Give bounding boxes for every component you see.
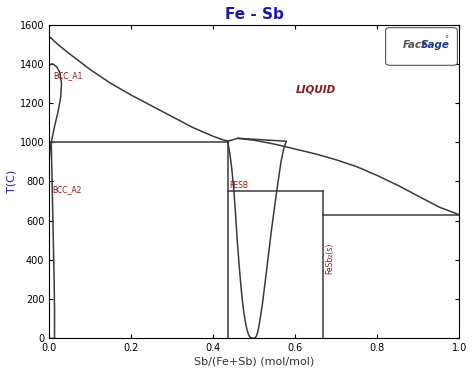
FancyBboxPatch shape [385,28,457,65]
Text: FeSb₂(s): FeSb₂(s) [325,242,334,274]
Text: BCC_A1: BCC_A1 [53,71,82,80]
Y-axis label: T(C): T(C) [7,170,17,193]
Text: Fact: Fact [403,40,427,50]
Text: °: ° [445,35,449,44]
Text: Sage: Sage [420,40,449,50]
Text: FESB: FESB [229,181,248,190]
Text: BCC_A2: BCC_A2 [53,185,82,194]
Title: Fe - Sb: Fe - Sb [225,7,284,22]
X-axis label: Sb/(Fe+Sb) (mol/mol): Sb/(Fe+Sb) (mol/mol) [194,356,314,366]
Text: LIQUID: LIQUID [296,84,336,94]
